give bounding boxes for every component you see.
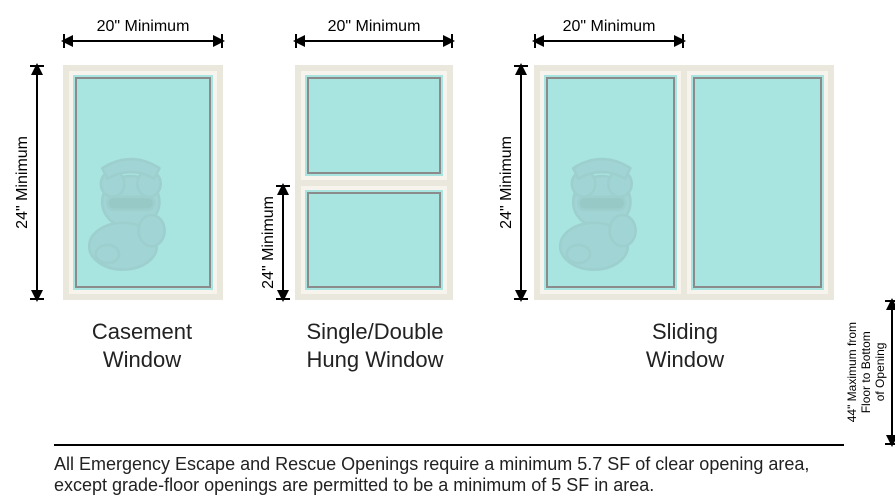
sliding-width-dim-bar (534, 40, 684, 42)
casement-height-dim-label: 24" Minimum (14, 136, 32, 229)
sliding-left-sash (540, 71, 681, 294)
sliding-height-dim-label: 24" Minimum (498, 136, 516, 229)
floor-to-opening-label: 44" Maximum from Floor to Bottom of Open… (845, 322, 887, 422)
casement-width-dim-label: 20" Minimum (63, 18, 223, 36)
hung-lower-sash (301, 186, 447, 295)
sliding-width-dim: 20" Minimum (534, 18, 684, 42)
casement-height-dim: 24" Minimum (14, 65, 56, 300)
casement-window (63, 65, 223, 300)
floor-to-opening-bar (891, 300, 893, 445)
casement-width-dim: 20" Minimum (63, 18, 223, 42)
sliding-right-sash (687, 71, 828, 294)
hung-height-dim-bar (282, 185, 284, 300)
sliding-width-dim-label: 20" Minimum (534, 18, 684, 36)
hung-upper-sash (301, 71, 447, 180)
sliding-height-dim: 24" Minimum (498, 65, 540, 300)
hung-width-dim-bar (295, 40, 453, 42)
hung-window (295, 65, 453, 300)
casement-width-dim-bar (63, 40, 223, 42)
sliding-caption: SlidingWindow (615, 318, 755, 373)
casement-glass (69, 71, 217, 294)
hung-height-dim: 24" Minimum (260, 185, 302, 300)
sliding-height-dim-bar (520, 65, 522, 300)
casement-caption: CasementWindow (58, 318, 226, 373)
floor-to-opening-dim: 44" Maximum from Floor to Bottom of Open… (845, 300, 893, 445)
sliding-window (534, 65, 834, 300)
hung-caption: Single/DoubleHung Window (280, 318, 470, 373)
hung-height-dim-label: 24" Minimum (260, 196, 278, 289)
hung-width-dim: 20" Minimum (295, 18, 453, 42)
footnote-text: All Emergency Escape and Rescue Openings… (54, 444, 844, 496)
hung-width-dim-label: 20" Minimum (295, 18, 453, 36)
casement-height-dim-bar (36, 65, 38, 300)
